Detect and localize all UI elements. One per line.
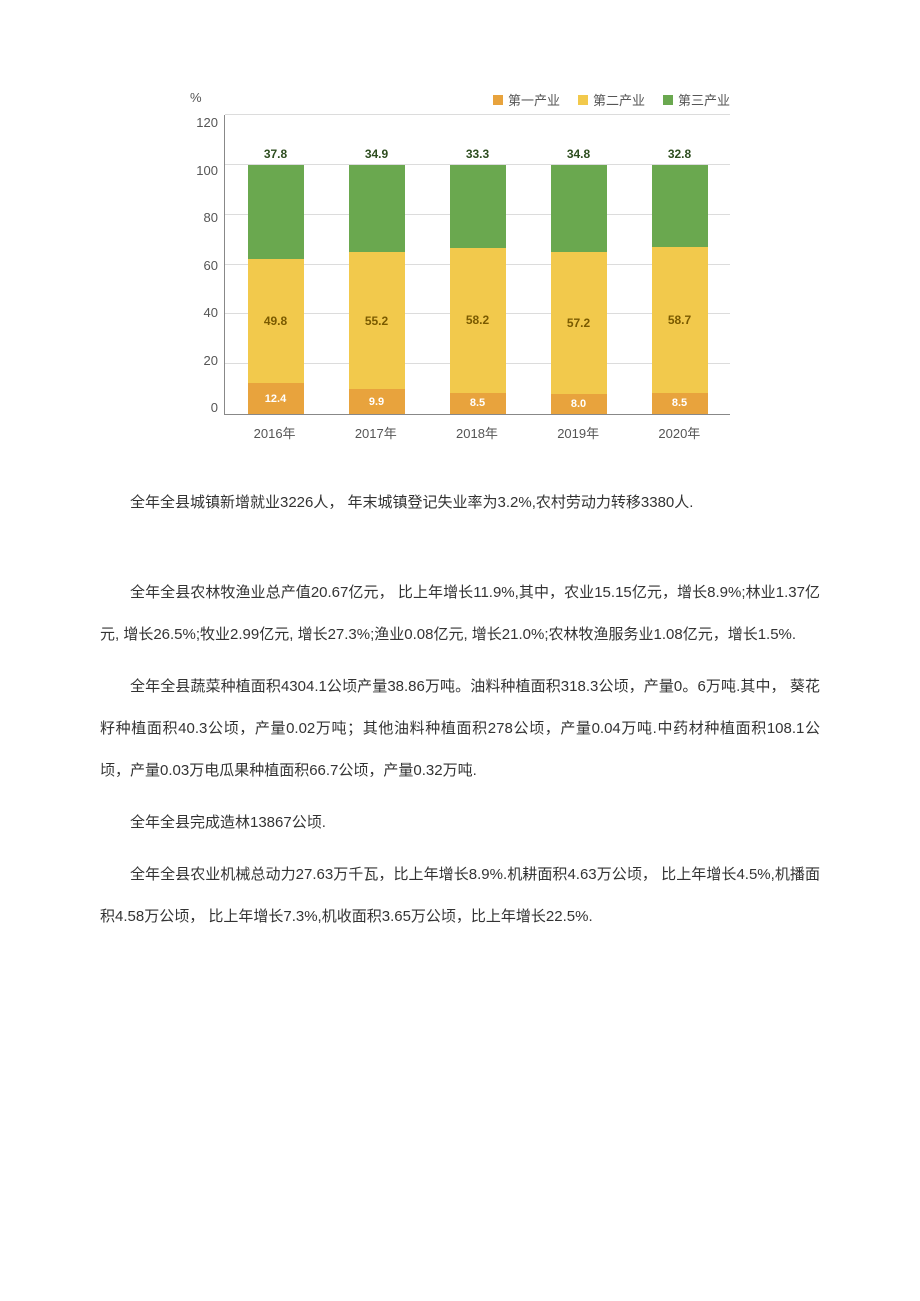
bar-seg-primary: 12.4 <box>248 383 304 414</box>
bar-value-tertiary: 33.3 <box>450 147 506 161</box>
legend-swatch-secondary <box>578 95 588 105</box>
ytick: 60 <box>204 258 218 273</box>
bar-seg-primary: 8.0 <box>551 394 607 414</box>
legend-swatch-primary <box>493 95 503 105</box>
chart-legend: % 第一产业 第二产业 第三产业 <box>190 90 730 109</box>
ytick: 0 <box>211 400 218 415</box>
industry-share-chart: % 第一产业 第二产业 第三产业 120 100 80 60 40 20 0 <box>190 90 730 442</box>
x-axis: 2016年 2017年 2018年 2019年 2020年 <box>224 415 730 442</box>
paragraph-agriculture-output: 全年全县农林牧渔业总产值20.67亿元， 比上年增长11.9%,其中，农业15.… <box>100 572 820 656</box>
x-label: 2017年 <box>348 423 404 442</box>
bars-container: 37.849.812.434.955.29.933.358.28.534.857… <box>225 115 730 414</box>
bar-column: 34.8 57.28.0 <box>551 115 607 414</box>
bar-seg-secondary: 49.8 <box>248 259 304 383</box>
legend-item-secondary: 第二产业 <box>578 90 645 109</box>
legend-label-primary: 第一产业 <box>508 90 560 109</box>
paragraph-machinery: 全年全县农业机械总动力27.63万千瓦，比上年增长8.9%.机耕面积4.63万公… <box>100 854 820 938</box>
ytick: 120 <box>196 115 218 130</box>
bar-seg-tertiary <box>349 165 405 252</box>
bar-value-tertiary: 34.9 <box>349 147 405 161</box>
bar-seg-primary: 8.5 <box>450 393 506 414</box>
bar-seg-tertiary <box>551 165 607 252</box>
paragraph-planting: 全年全县蔬菜种植面积4304.1公顷产量38.86万吨。油料种植面积318.3公… <box>100 666 820 792</box>
x-label: 2016年 <box>247 423 303 442</box>
paragraph-forestry: 全年全县完成造林13867公顷. <box>100 802 820 844</box>
bar-seg-secondary: 57.2 <box>551 252 607 395</box>
y-axis-unit: % <box>190 90 202 109</box>
paragraph-employment: 全年全县城镇新增就业3226人， 年末城镇登记失业率为3.2%,农村劳动力转移3… <box>100 482 820 524</box>
bar-column: 37.8 49.812.4 <box>248 115 304 414</box>
chart-plot-area: 120 100 80 60 40 20 0 37.8 49.812.4 34.9 55… <box>190 115 730 415</box>
bar-seg-tertiary <box>450 165 506 248</box>
bar-value-tertiary: 37.8 <box>248 147 304 161</box>
legend-swatch-tertiary <box>663 95 673 105</box>
document-body: 全年全县城镇新增就业3226人， 年末城镇登记失业率为3.2%,农村劳动力转移3… <box>100 482 820 938</box>
legend-item-tertiary: 第三产业 <box>663 90 730 109</box>
bar-value-tertiary: 34.8 <box>551 147 607 161</box>
bar-seg-primary: 9.9 <box>349 389 405 414</box>
ytick: 20 <box>204 353 218 368</box>
x-label: 2019年 <box>550 423 606 442</box>
x-label: 2018年 <box>449 423 505 442</box>
bar-seg-secondary: 58.7 <box>652 247 708 393</box>
legend-label-secondary: 第二产业 <box>593 90 645 109</box>
ytick: 80 <box>204 210 218 225</box>
legend-item-primary: 第一产业 <box>493 90 560 109</box>
bar-seg-tertiary <box>652 165 708 247</box>
plot: 37.849.812.434.955.29.933.358.28.534.857… <box>224 115 730 415</box>
bar-column: 32.8 58.78.5 <box>652 115 708 414</box>
bar-value-tertiary: 32.8 <box>652 147 708 161</box>
bar-seg-secondary: 55.2 <box>349 252 405 390</box>
y-axis: 120 100 80 60 40 20 0 <box>190 115 224 415</box>
ytick: 100 <box>196 163 218 178</box>
legend-label-tertiary: 第三产业 <box>678 90 730 109</box>
x-label: 2020年 <box>651 423 707 442</box>
ytick: 40 <box>204 305 218 320</box>
bar-seg-tertiary <box>248 165 304 259</box>
bar-column: 34.9 55.29.9 <box>349 115 405 414</box>
bar-column: 33.3 58.28.5 <box>450 115 506 414</box>
bar-seg-primary: 8.5 <box>652 393 708 414</box>
bar-seg-secondary: 58.2 <box>450 248 506 393</box>
